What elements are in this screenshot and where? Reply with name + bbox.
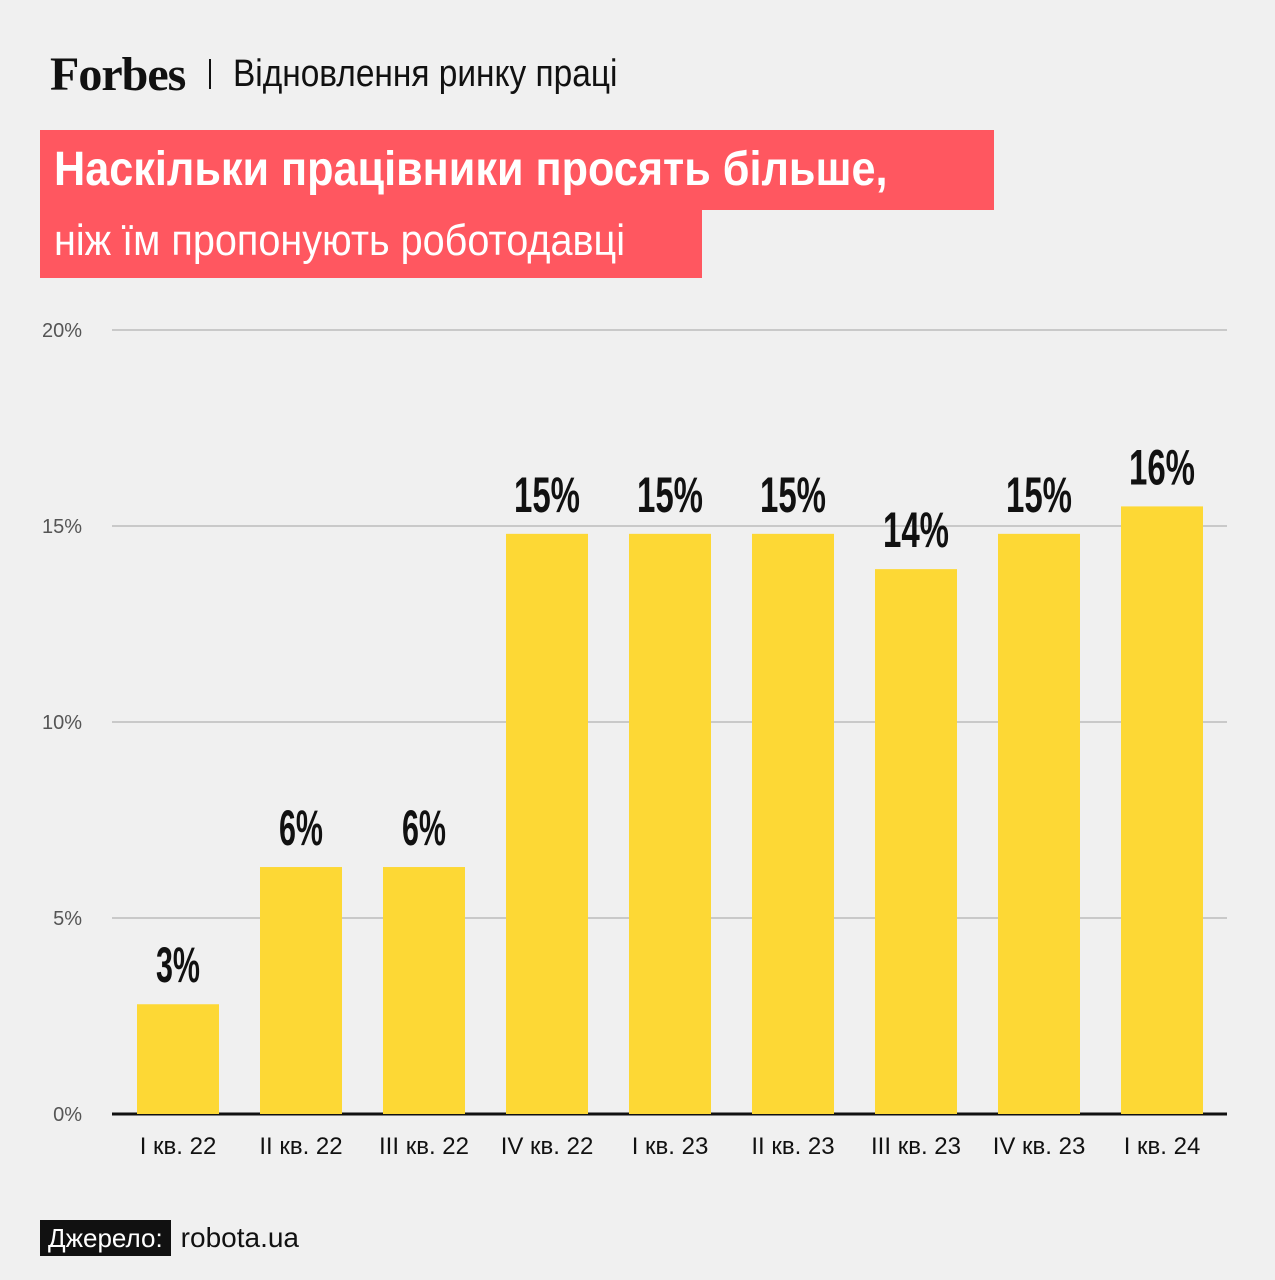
value-label: 6%: [279, 800, 323, 856]
bar: [998, 533, 1080, 1114]
bar: [875, 569, 957, 1114]
chart-title: Наскільки працівники просять більше, ніж…: [40, 130, 995, 278]
category-label: IV кв. 22: [501, 1133, 594, 1160]
y-tick-label: 5%: [53, 908, 82, 930]
value-label: 15%: [514, 467, 580, 523]
bar: [1121, 506, 1203, 1114]
y-tick-label: 15%: [42, 516, 82, 538]
y-tick-label: 10%: [42, 712, 82, 734]
bar: [260, 867, 342, 1114]
value-label: 15%: [1006, 467, 1072, 523]
y-tick-labels: 0% 5% 10% 15% 20%: [42, 320, 82, 1126]
bar-chart: 3% 6% 6% 15% 15% 15% 14% 15% 16% I кв. 22 II кв. …: [42, 320, 1227, 1160]
source-label: Джерело:: [40, 1220, 171, 1256]
bar: [137, 1004, 219, 1114]
category-label: II кв. 22: [259, 1133, 342, 1160]
forbes-logo: Forbes: [50, 47, 186, 101]
bar: [629, 533, 711, 1114]
title-line-2: ніж їм пропонують роботодавці: [40, 210, 703, 278]
category-label: I кв. 22: [140, 1133, 217, 1160]
value-labels: 3% 6% 6% 15% 15% 15% 14% 15% 16%: [156, 439, 1195, 993]
value-label: 3%: [156, 937, 200, 993]
y-tick-label: 0%: [53, 1104, 82, 1126]
category-label: IV кв. 23: [993, 1133, 1086, 1160]
category-label: II кв. 23: [751, 1133, 834, 1160]
value-label: 6%: [402, 800, 446, 856]
category-label: III кв. 23: [871, 1133, 961, 1160]
header-separator: [209, 59, 212, 89]
title-line-1: Наскільки працівники просять більше,: [40, 130, 995, 210]
category-labels: I кв. 22 II кв. 22 III кв. 22 IV кв. 22 I кв…: [140, 1133, 1201, 1160]
bars: [137, 506, 1203, 1114]
bar: [383, 867, 465, 1114]
y-tick-label: 20%: [42, 320, 82, 342]
header: Forbes Відновлення ринку праці: [50, 44, 670, 104]
value-label: 15%: [637, 467, 703, 523]
bar: [752, 533, 834, 1114]
category-label: III кв. 22: [379, 1133, 469, 1160]
bar: [506, 533, 588, 1114]
source-value: robota.ua: [180, 1222, 299, 1253]
value-label: 14%: [883, 502, 949, 558]
category-label: I кв. 24: [1124, 1133, 1201, 1160]
section-title: Відновлення ринку праці: [233, 52, 618, 95]
category-label: I кв. 23: [632, 1133, 709, 1160]
value-label: 15%: [760, 467, 826, 523]
value-label: 16%: [1129, 439, 1195, 495]
source-footer: Джерело: robota.ua: [40, 1220, 299, 1256]
